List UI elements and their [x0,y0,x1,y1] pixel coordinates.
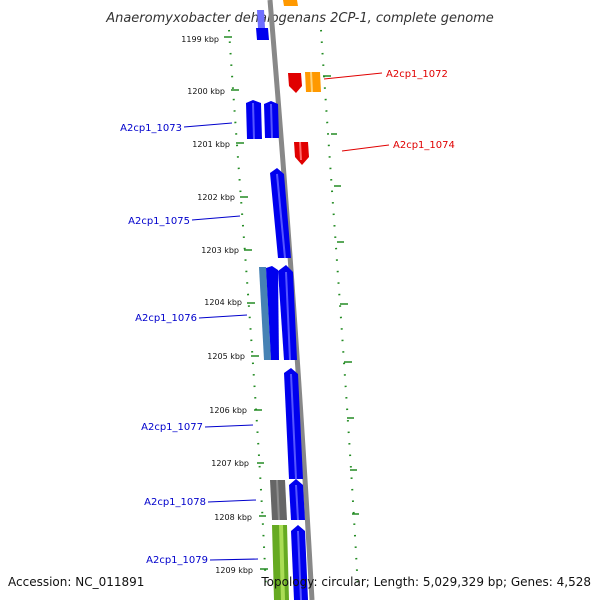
gene-arrow-a2cp1-1072[interactable] [288,73,302,93]
kbp-ticks: 1199 kbp 1200 kbp 1201 kbp 1202 kbp 1203… [181,35,268,575]
tick-label-1207: 1207 kbp [211,459,249,468]
gene-label-a2cp1-1076[interactable]: A2cp1_1076 [135,313,197,324]
tick-label-1200: 1200 kbp [187,87,225,96]
gene-label-a2cp1-1073[interactable]: A2cp1_1073 [120,123,182,134]
gene-label-a2cp1-1074[interactable]: A2cp1_1074 [393,140,455,151]
tick-label-1208: 1208 kbp [214,513,252,522]
tick-label-1206: 1206 kbp [209,406,247,415]
tick-label-1203: 1203 kbp [201,246,239,255]
gene-block-orange[interactable] [305,72,321,92]
accession-text: Accession: NC_011891 [8,575,144,589]
forward-labels: A2cp1_1072 A2cp1_1074 [323,69,455,152]
reverse-labels: A2cp1_1073 A2cp1_1075 A2cp1_1076 A2cp1_1… [120,122,259,566]
gene-label-a2cp1-1079[interactable]: A2cp1_1079 [146,555,208,566]
gene-arrow-a2cp1-1076-a[interactable] [266,266,279,360]
reverse-strand-features [246,10,308,600]
topology-text: Topology: circular; Length: 5,029,329 bp… [260,575,591,589]
gene-block-orange-top[interactable] [283,0,298,6]
tick-label-1201: 1201 kbp [192,140,230,149]
gene-block-a2cp1-1076-steel[interactable] [259,267,271,360]
tick-label-1209: 1209 kbp [215,566,253,575]
gene-label-a2cp1-1077[interactable]: A2cp1_1077 [141,422,203,433]
gene-label-a2cp1-1075[interactable]: A2cp1_1075 [128,216,190,227]
outer-gc-ring [320,29,359,591]
tick-label-1202: 1202 kbp [197,193,235,202]
outer-ring-dashes [323,75,359,515]
tick-label-1205: 1205 kbp [207,352,245,361]
map-title: Anaeromyxobacter dehalogenans 2CP-1, com… [105,11,494,26]
gene-block-blue-top[interactable] [256,28,269,40]
forward-strand-features [283,0,321,165]
tick-label-1204: 1204 kbp [204,298,242,307]
gene-label-a2cp1-1072[interactable]: A2cp1_1072 [386,69,448,80]
tick-label-1199: 1199 kbp [181,35,219,44]
gene-label-a2cp1-1078[interactable]: A2cp1_1078 [144,497,206,508]
